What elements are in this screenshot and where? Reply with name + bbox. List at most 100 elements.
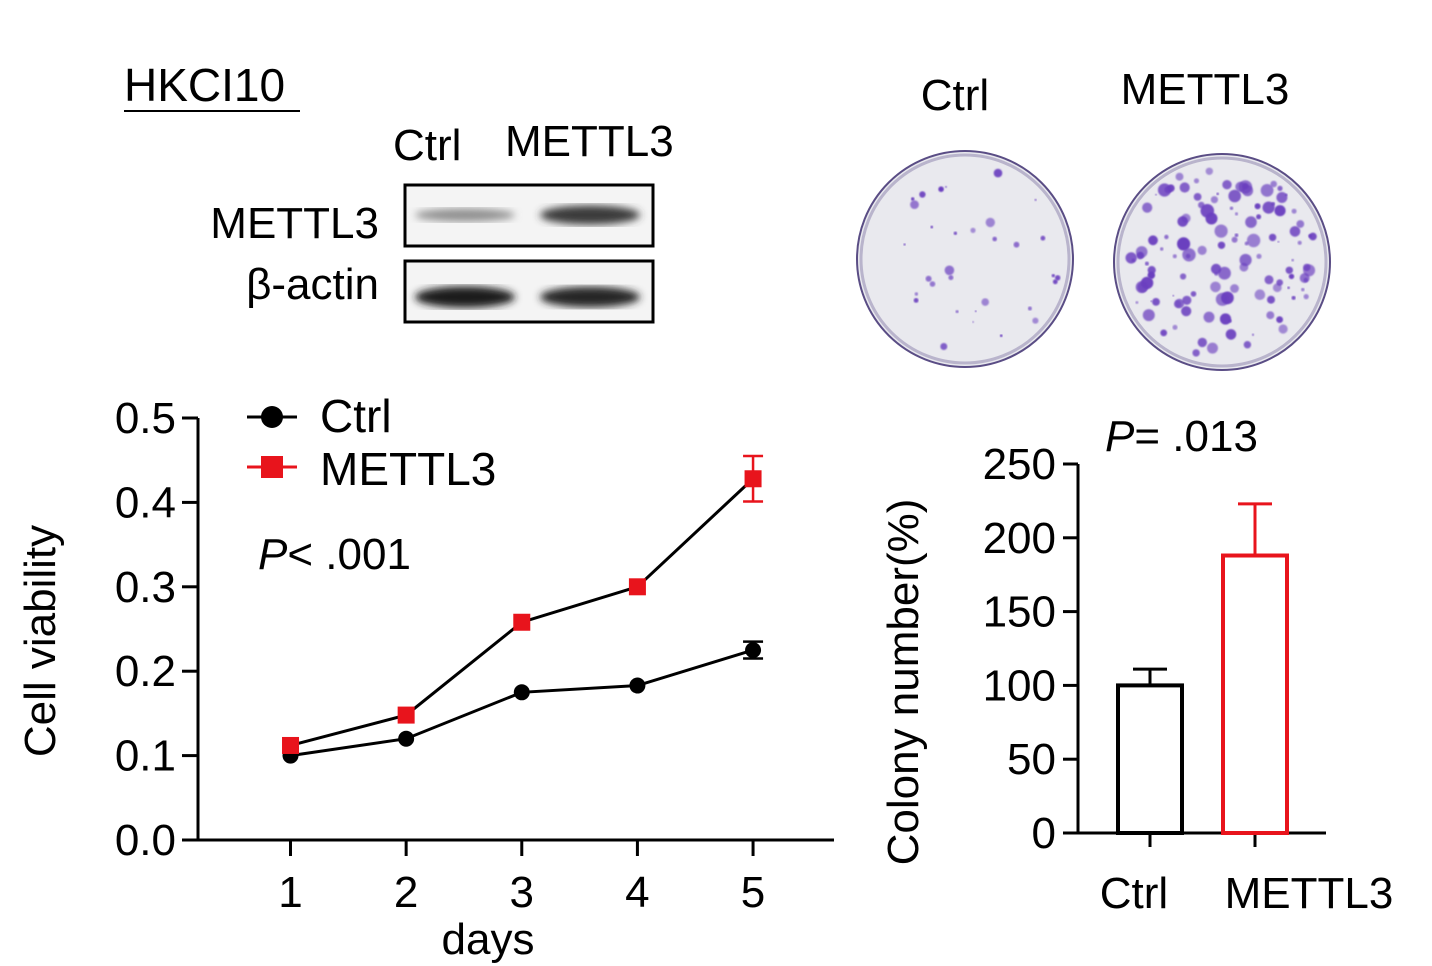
colony-dot [1125,252,1137,264]
colony-dot [1228,189,1241,203]
colony-dot [981,298,989,306]
colony-dot [1271,202,1276,206]
colony-dot [1254,203,1261,210]
blot-row-label-mettl3: METTL3 [210,199,379,248]
line-chart-x-tick-label: 2 [394,868,418,917]
bar-chart-y-axis-label: Colony number(%) [879,499,928,866]
colony-plate-ctrl [856,150,1074,368]
colony-dot [993,168,1003,178]
colony-dot [1193,193,1202,201]
colony-dot [1268,233,1277,242]
colony-dot [944,185,948,188]
colony-dot [1274,205,1286,217]
bar-chart-y-tick-label: 50 [1007,735,1056,784]
colony-dot [1174,298,1185,309]
colony-dot [1215,292,1229,306]
colony-dot [972,321,974,323]
colony-dot [1256,214,1262,220]
colony-dot [1303,277,1309,283]
colony-dot [1040,235,1046,241]
line-chart-y-axis-label: Cell viability [16,525,65,757]
colony-dot [1264,275,1274,285]
colony-dot [1291,295,1296,300]
bar-chart-p-prefix: P [1105,412,1135,461]
colony-dot [1052,279,1058,285]
colony-dot [1246,233,1261,248]
colony-dot [914,292,919,296]
colony-dot [1254,289,1266,301]
colony-dot [1266,311,1275,320]
colony-dot [1142,309,1155,322]
colony-dot [1277,240,1280,243]
blot-band [540,286,640,308]
colony-dot [1214,224,1228,238]
line-chart-y-tick-label: 0.3 [115,563,176,612]
colony-dot [1175,172,1184,181]
colony-dot [1193,178,1200,184]
colony-dot [1222,180,1232,190]
data-point-mettl3 [744,470,762,488]
legend-marker-mettl3 [261,456,283,478]
colony-dot [1260,184,1274,197]
colony-dot [911,197,915,201]
colony-dot [1270,180,1277,188]
colony-dot [955,310,959,314]
colony-dot [1297,240,1302,245]
bar-chart: 0 50 100 150 200 250 Ctrl METTL3 Colony number… [879,412,1393,918]
colony-dot [1256,253,1262,259]
line-chart-x-tick-label: 4 [625,868,649,917]
colony-dot [944,265,955,276]
line-chart-legend: Ctrl METTL3 [247,390,496,495]
colony-dot [999,334,1003,338]
colony-dot [1210,281,1221,293]
panel-title: HKCI10 [124,59,285,111]
colony-dot [1027,306,1032,311]
colony-dot [1034,198,1037,201]
bar-ctrl [1116,683,1184,836]
bar-chart-x-tick-label: Ctrl [1100,869,1168,918]
colony-dot [985,217,995,228]
bar-chart-p-value: P= .013 [1105,412,1258,461]
blot-band [415,286,515,308]
colony-dot [1160,329,1168,337]
colony-dot [1225,329,1237,340]
plate-label-ctrl: Ctrl [921,71,989,120]
colony-dot [1131,258,1136,262]
blot-lane-label-ctrl: Ctrl [393,121,461,170]
blot-row-label-actin: β-actin [246,260,379,309]
colony-dot [1238,180,1253,194]
legend-entry-mettl3: METTL3 [247,443,496,495]
colony-dot [1055,275,1061,281]
data-point-mettl3 [282,736,300,754]
colony-dot [1285,266,1294,274]
colony-dot [1301,287,1305,292]
colony-dot [919,191,926,198]
colony-dot [1229,206,1234,210]
colony-dot [1198,201,1205,209]
legend-label-mettl3: METTL3 [320,443,496,495]
data-point-mettl3 [513,613,531,631]
colony-dot [929,281,936,287]
colony-dot [940,343,948,350]
blot-band [415,208,515,222]
colony-dot [903,243,906,246]
blot-lane-label-mettl3: METTL3 [505,117,674,166]
colony-dot [1276,192,1288,203]
colony-dot [974,310,977,313]
colony-dot [1284,193,1288,197]
colony-dot [1197,245,1207,255]
colony-dot [1150,300,1153,303]
colony-dot [1243,341,1252,349]
colony-dot [1205,167,1214,175]
colony-dot [1013,241,1020,248]
line-chart-p-value: P< .001 [258,530,411,579]
colony-dot [1142,202,1153,213]
colony-dot [1180,273,1187,280]
colony-dot [1278,324,1288,334]
colony-dot [1032,317,1039,324]
colony-dot [1291,258,1294,262]
colony-dot [1144,261,1149,266]
line-chart-x-axis-label: days [442,915,535,964]
data-point-mettl3 [397,706,415,724]
